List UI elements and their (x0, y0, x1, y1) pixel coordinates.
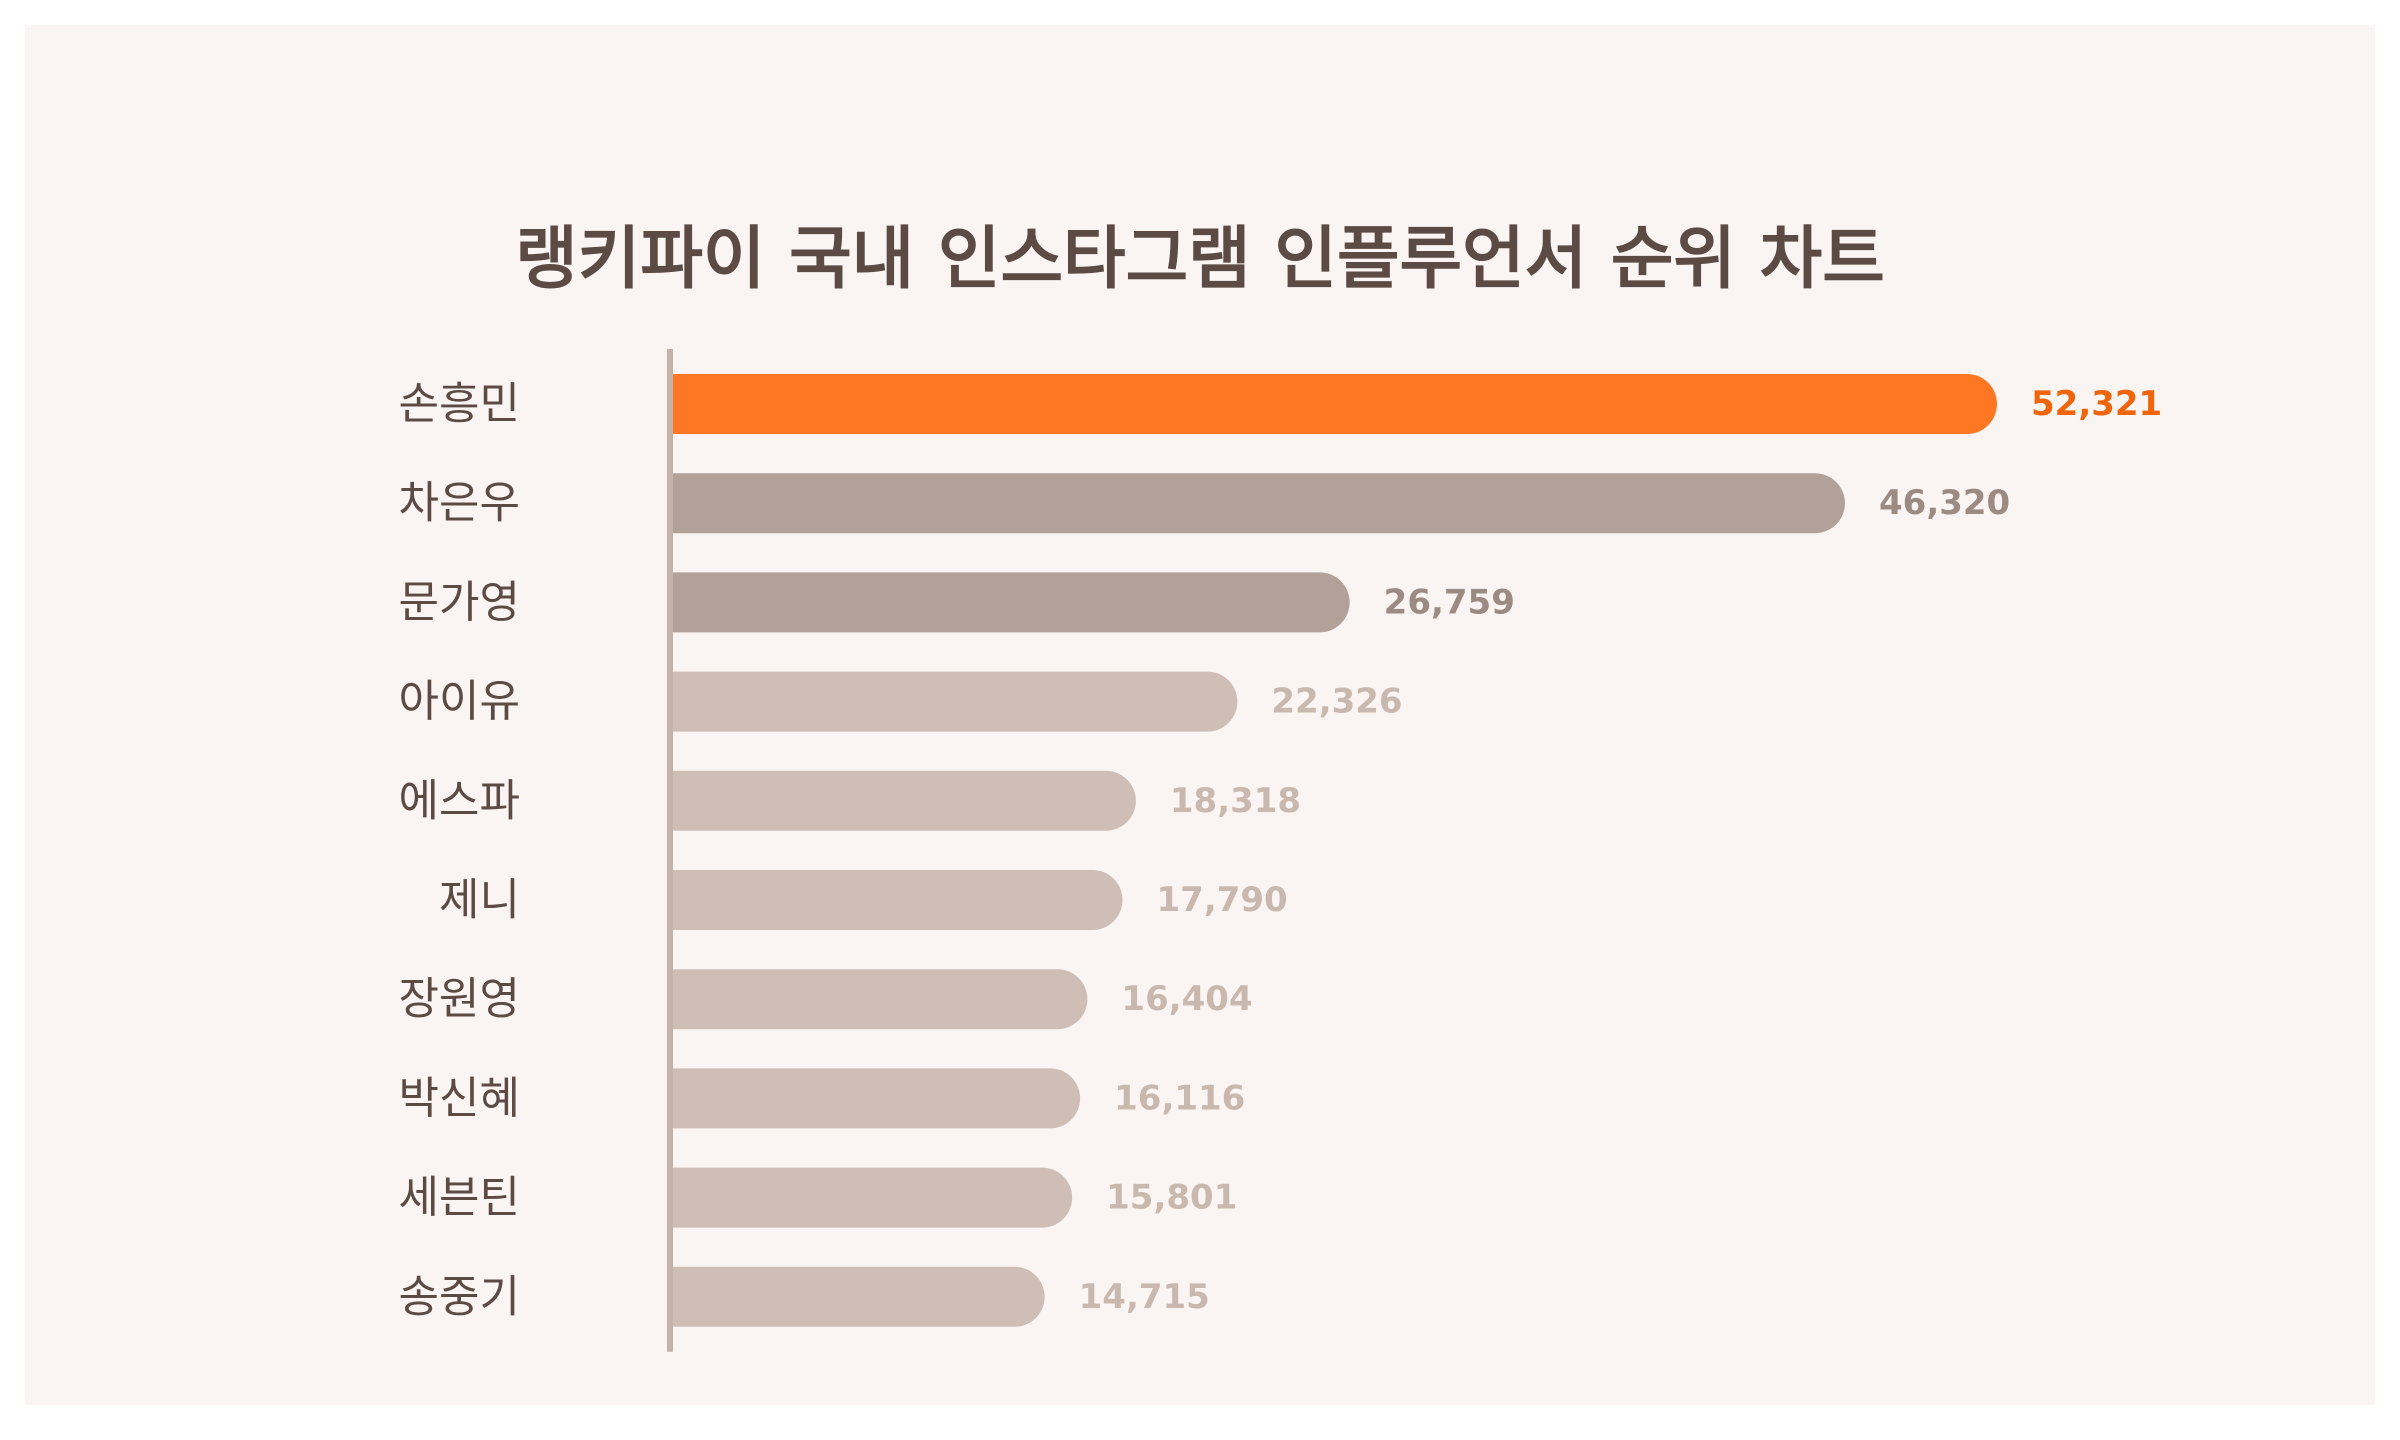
category-label: 박신혜 (399, 1073, 520, 1124)
value-label: 14,715 (1079, 1277, 1210, 1317)
value-label: 17,790 (1157, 880, 1288, 920)
category-label: 제니 (439, 875, 520, 926)
bar-8 (672, 1068, 1081, 1129)
category-label: 차은우 (399, 478, 520, 529)
category-label: 송중기 (399, 1271, 520, 1322)
bar-10 (672, 1266, 1045, 1327)
bar-5 (672, 770, 1136, 831)
category-label: 아이유 (399, 676, 520, 727)
value-label: 18,318 (1170, 781, 1301, 821)
category-label: 손흥민 (399, 379, 520, 430)
value-label: 16,404 (1121, 979, 1252, 1019)
category-label: 문가영 (399, 577, 520, 628)
category-label: 에스파 (399, 775, 520, 826)
value-label: 52,321 (2031, 384, 2162, 424)
bar-chart: 손흥민 52,321 차은우 46,320 문가영 26,759 아이유 22,326 에스파 1… (399, 349, 2162, 1352)
bar-2 (672, 473, 1845, 534)
value-label: 46,320 (1879, 483, 2010, 523)
bar-3 (672, 572, 1350, 633)
bar-1 (672, 374, 1997, 434)
bar-6 (672, 870, 1123, 930)
bar-4 (672, 671, 1238, 732)
category-label: 장원영 (399, 974, 520, 1025)
value-label: 22,326 (1271, 682, 1402, 722)
value-label: 26,759 (1384, 582, 1515, 622)
bar-7 (672, 969, 1088, 1030)
chart-title: 랭키파이 국내 인스타그램 인플루언서 순위 차트 (515, 220, 1885, 299)
value-label: 15,801 (1106, 1178, 1237, 1218)
chart-card: 랭키파이 국내 인스타그램 인플루언서 순위 차트 손흥민 52,321 차은우 46… (25, 25, 2375, 1405)
category-label: 세븐틴 (399, 1172, 520, 1223)
bar-9 (672, 1167, 1073, 1228)
value-label: 16,116 (1114, 1078, 1245, 1118)
